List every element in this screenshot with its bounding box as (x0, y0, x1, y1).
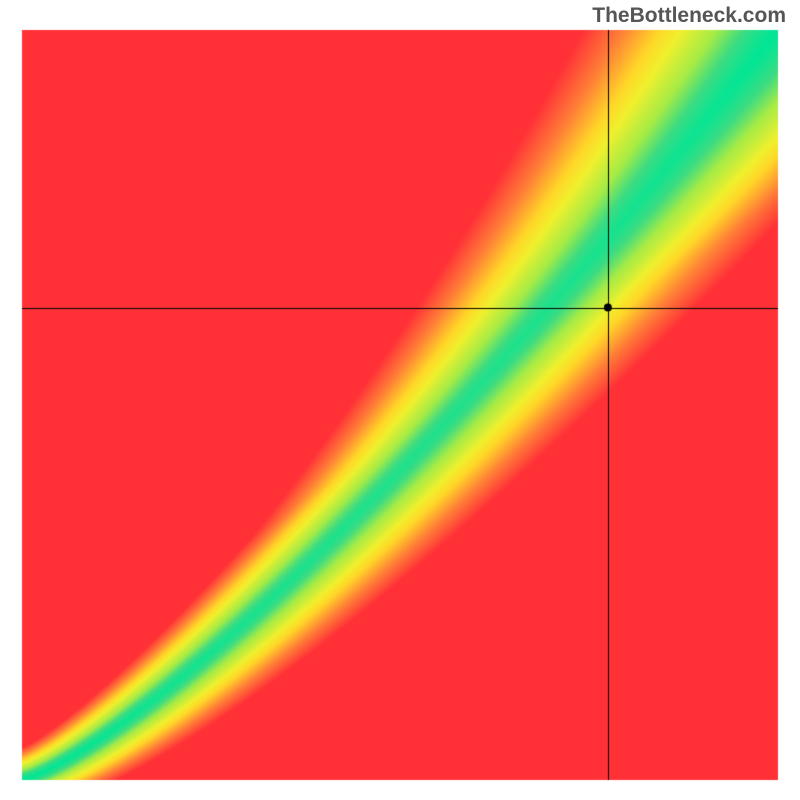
attribution-text: TheBottleneck.com (592, 4, 786, 28)
chart-container: TheBottleneck.com (0, 0, 800, 800)
bottleneck-heatmap (0, 0, 800, 800)
